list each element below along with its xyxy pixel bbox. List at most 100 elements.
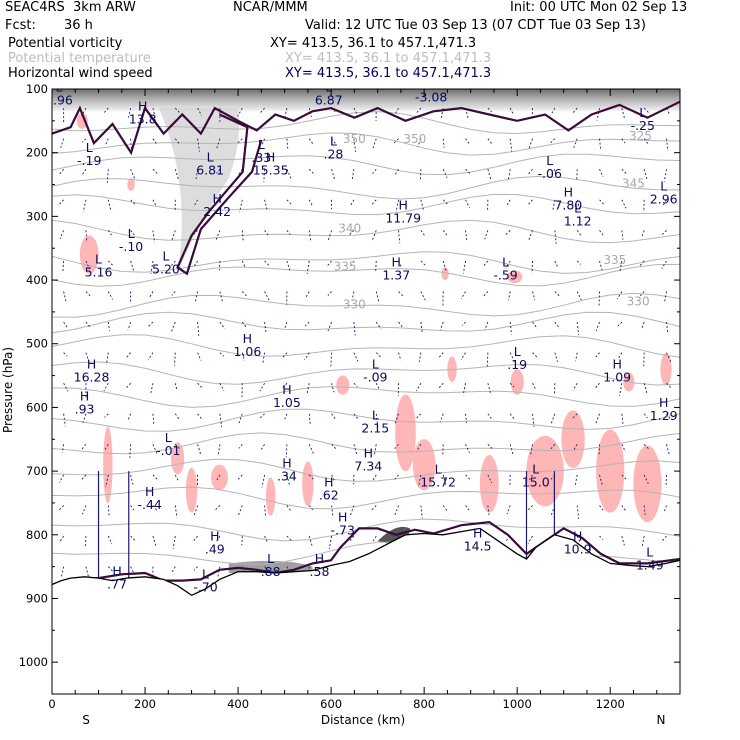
wind-vector <box>60 138 65 148</box>
wind-vector <box>127 321 132 331</box>
extremum-type: L <box>258 137 265 152</box>
wind-vector <box>371 230 377 241</box>
wind-vector <box>59 230 65 240</box>
wind-vector <box>621 107 626 120</box>
wind-vector <box>420 260 426 266</box>
wind-vector <box>304 321 310 327</box>
extremum-value: 7.34 <box>354 459 382 474</box>
wind-vector <box>308 413 311 424</box>
wind-vector <box>107 322 110 331</box>
extremum-value: -.44 <box>137 497 161 512</box>
theta-isoline <box>52 432 680 455</box>
wind-vector <box>417 444 422 450</box>
wind-vector <box>465 413 467 423</box>
field-wind-xy: XY= 413.5, 36.1 to 457.1,471.3 <box>285 66 492 81</box>
wind-vector <box>130 505 135 511</box>
wind-vector <box>370 505 377 511</box>
wind-vector <box>171 291 176 296</box>
wind-vector <box>331 444 338 450</box>
wind-vector <box>619 260 623 273</box>
wind-vector <box>152 199 157 206</box>
extremum-type: L <box>574 201 581 216</box>
wind-vector <box>574 474 578 487</box>
wind-vector <box>621 168 628 175</box>
extremum-type: L <box>660 178 667 193</box>
extremum-type: H <box>364 446 373 461</box>
field-theta-xy: XY= 413.5, 36.1 to 457.1,471.3 <box>285 51 492 66</box>
wind-vector <box>216 138 221 149</box>
wind-vector <box>442 444 444 456</box>
extremum-type: H <box>612 357 621 372</box>
wind-vector <box>393 138 399 144</box>
extremum-type: H <box>80 388 89 403</box>
wind-speed-shade <box>302 461 314 507</box>
wind-vector <box>219 383 225 392</box>
wind-vector <box>286 230 291 236</box>
theta-isoline <box>52 251 680 274</box>
theta-isoline <box>52 386 680 408</box>
y-tick-label: 700 <box>26 464 48 478</box>
wind-vector <box>85 352 90 362</box>
wind-vector <box>104 138 109 146</box>
extremum-type: H <box>315 551 324 566</box>
theta-label: 350 <box>343 132 366 146</box>
extremum-type: H <box>138 99 147 114</box>
wind-vector <box>262 352 266 364</box>
extremum-value: -.06 <box>538 166 562 181</box>
wind-vector <box>643 138 649 145</box>
wind-vector <box>487 474 493 484</box>
plot-frame <box>51 88 681 695</box>
wind-vector <box>170 321 176 332</box>
extremum-value: 2.42 <box>203 204 231 219</box>
wind-vector <box>283 413 288 421</box>
wind-speed-shade <box>510 369 524 395</box>
extremum-value: .34 <box>277 468 297 483</box>
wind-vector <box>552 199 556 212</box>
wind-vector <box>241 321 248 329</box>
wind-vector <box>107 230 112 236</box>
wind-vector <box>308 474 315 481</box>
wind-vector <box>107 199 112 212</box>
extremum-type: H <box>659 395 668 410</box>
wind-vector <box>487 383 491 394</box>
wind-vector <box>174 505 178 518</box>
pv-contour <box>176 113 263 276</box>
wind-vector <box>348 535 355 543</box>
wind-speed-shade <box>395 394 416 472</box>
wind-vector <box>327 321 332 332</box>
wind-vector <box>551 169 556 175</box>
wind-vector <box>599 169 604 178</box>
wind-vector <box>63 383 69 392</box>
theta-isoline <box>52 263 680 287</box>
wind-vector <box>59 535 65 542</box>
wind-vector <box>308 230 312 242</box>
y-tick-label: 600 <box>26 400 48 414</box>
wind-vector <box>398 291 404 297</box>
extremum-type: H <box>212 191 221 206</box>
wind-vector <box>487 107 492 113</box>
wind-vector <box>461 321 466 326</box>
wind-vector <box>152 108 156 117</box>
tropopause-fold-shading <box>158 108 240 274</box>
wind-vector <box>264 199 268 212</box>
wind-speed-shade <box>507 270 523 284</box>
theta-label: 330 <box>343 298 366 312</box>
extremum-value: 2.15 <box>361 421 389 436</box>
wind-vector <box>327 291 332 296</box>
wind-vector <box>237 138 243 144</box>
theta-isoline <box>52 311 680 334</box>
wind-vector <box>442 260 447 272</box>
extremum-value: -.19 <box>77 153 101 168</box>
wind-vector <box>259 413 265 419</box>
model-title: SEAC4RS 3km ARW <box>5 0 136 15</box>
wind-vector <box>149 291 154 298</box>
wind-vector <box>375 352 381 358</box>
field-pv-name: Potential vorticity <box>8 36 123 51</box>
wind-vector <box>308 505 314 511</box>
wind-vector <box>465 138 470 145</box>
wind-vector <box>662 199 667 206</box>
extremum-value: 1.37 <box>382 268 410 283</box>
wind-vector <box>529 474 533 481</box>
wind-vector <box>462 383 466 396</box>
extremum-type: L <box>202 567 209 582</box>
